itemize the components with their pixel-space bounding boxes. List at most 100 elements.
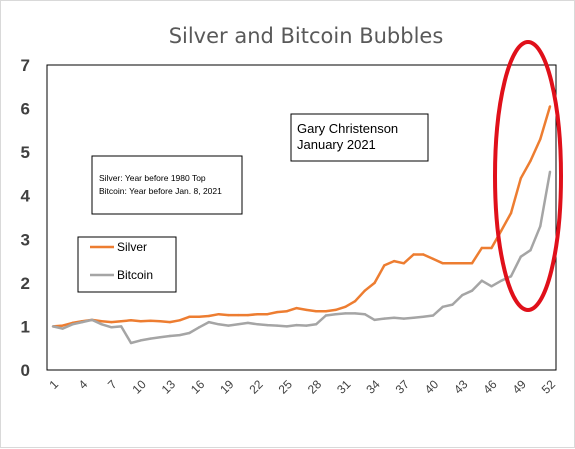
data-point-bitcoin xyxy=(100,323,103,326)
data-point-silver xyxy=(500,229,503,232)
legend: Silver Bitcoin xyxy=(77,236,177,293)
data-point-silver xyxy=(256,313,259,316)
data-point-silver xyxy=(198,315,201,318)
data-point-bitcoin xyxy=(334,313,337,316)
data-point-bitcoin xyxy=(363,313,366,316)
data-point-bitcoin xyxy=(422,315,425,318)
data-point-bitcoin xyxy=(246,321,250,325)
data-point-bitcoin xyxy=(90,318,94,322)
annotation-author-line-2: January 2021 xyxy=(297,137,376,152)
data-point-bitcoin xyxy=(285,325,289,328)
data-point-silver xyxy=(480,246,483,250)
annotation-period-line-2: Bitcoin: Year before Jan. 8, 2021 xyxy=(99,186,222,196)
data-point-bitcoin xyxy=(120,325,123,328)
data-point-silver xyxy=(61,324,64,327)
data-point-silver xyxy=(519,177,522,180)
series-line-bitcoin xyxy=(52,171,552,345)
data-point-silver xyxy=(539,137,542,141)
data-point-silver xyxy=(431,257,435,261)
data-point-bitcoin xyxy=(344,312,347,315)
series-line-silver xyxy=(52,106,552,328)
data-point-silver xyxy=(149,319,152,322)
data-point-silver xyxy=(324,310,328,313)
data-point-bitcoin xyxy=(275,324,279,327)
data-point-bitcoin xyxy=(237,323,240,326)
data-point-bitcoin xyxy=(178,333,181,337)
plot-border xyxy=(46,64,557,371)
x-axis-ticks: 1 4 7 10 13 16 19 22 25 28 31 34 37 40 43 46 49 52 xyxy=(46,377,558,397)
y-tick-label: 7 xyxy=(21,56,30,75)
data-point-bitcoin xyxy=(198,326,201,329)
data-point-bitcoin xyxy=(81,320,84,324)
data-point-bitcoin xyxy=(256,323,259,326)
legend-label-silver: Silver xyxy=(117,240,147,254)
data-point-silver xyxy=(139,320,142,323)
data-point-silver xyxy=(168,320,172,324)
data-point-bitcoin xyxy=(217,323,220,326)
data-point-silver xyxy=(470,262,474,265)
x-tick-label: 4 xyxy=(76,377,91,392)
data-point-silver xyxy=(451,262,454,265)
x-tick-label: 40 xyxy=(422,377,442,397)
highlight-ellipse xyxy=(493,40,563,312)
data-point-silver xyxy=(334,308,337,312)
data-point-silver xyxy=(344,305,347,308)
x-tick-label: 13 xyxy=(159,377,179,397)
y-axis-ticks: 0 1 2 3 4 5 6 7 xyxy=(21,56,31,380)
data-point-silver xyxy=(207,314,211,318)
data-point-silver xyxy=(227,313,230,317)
data-point-bitcoin xyxy=(61,327,64,330)
data-point-bitcoin xyxy=(461,293,464,297)
data-point-bitcoin xyxy=(139,339,142,342)
data-point-bitcoin xyxy=(539,225,542,228)
x-tick-label: 19 xyxy=(217,377,237,397)
x-tick-label: 49 xyxy=(510,377,530,397)
data-point-silver xyxy=(353,300,357,303)
annotation-period-box: Silver: Year before 1980 Top Bitcoin: Ye… xyxy=(91,155,243,215)
data-point-bitcoin xyxy=(149,337,152,340)
x-tick-label: 25 xyxy=(276,377,296,397)
data-point-silver xyxy=(129,319,133,322)
data-point-silver xyxy=(373,281,376,285)
data-point-bitcoin xyxy=(353,312,357,315)
annotation-period-border xyxy=(91,155,243,215)
data-point-silver xyxy=(246,313,250,317)
annotation-author-border xyxy=(290,113,429,162)
x-tick-label: 28 xyxy=(305,377,325,397)
data-point-bitcoin xyxy=(129,341,133,345)
data-point-silver xyxy=(266,313,269,316)
data-point-silver xyxy=(490,246,493,250)
y-tick-label: 3 xyxy=(21,230,30,249)
data-point-silver xyxy=(314,310,318,313)
x-tick-label: 46 xyxy=(480,377,500,397)
data-point-bitcoin xyxy=(207,320,211,324)
annotation-author-box: Gary Christenson January 2021 xyxy=(290,113,429,162)
data-point-silver xyxy=(100,320,103,323)
data-point-silver xyxy=(461,262,464,265)
data-point-silver xyxy=(120,320,123,323)
x-tick-label: 1 xyxy=(46,377,61,392)
series-lines xyxy=(51,105,552,345)
data-point-silver xyxy=(363,289,366,292)
x-tick-label: 34 xyxy=(363,377,383,397)
data-point-bitcoin xyxy=(168,334,172,338)
data-point-bitcoin xyxy=(412,316,415,319)
data-point-bitcoin xyxy=(451,303,454,306)
data-point-bitcoin xyxy=(431,314,435,317)
x-tick-label: 31 xyxy=(334,377,354,397)
x-tick-label: 16 xyxy=(188,377,208,397)
data-point-silver xyxy=(285,310,289,313)
y-tick-label: 2 xyxy=(21,274,30,293)
data-point-bitcoin xyxy=(509,275,513,278)
data-point-silver xyxy=(529,159,532,163)
y-tick-label: 1 xyxy=(21,317,30,336)
data-point-silver xyxy=(295,306,298,310)
data-point-silver xyxy=(548,105,552,108)
y-tick-label: 0 xyxy=(21,361,30,380)
data-point-bitcoin xyxy=(392,316,396,319)
x-tick-label: 22 xyxy=(246,377,266,397)
data-point-bitcoin xyxy=(227,324,230,327)
data-point-bitcoin xyxy=(188,331,191,335)
data-point-bitcoin xyxy=(159,336,162,339)
